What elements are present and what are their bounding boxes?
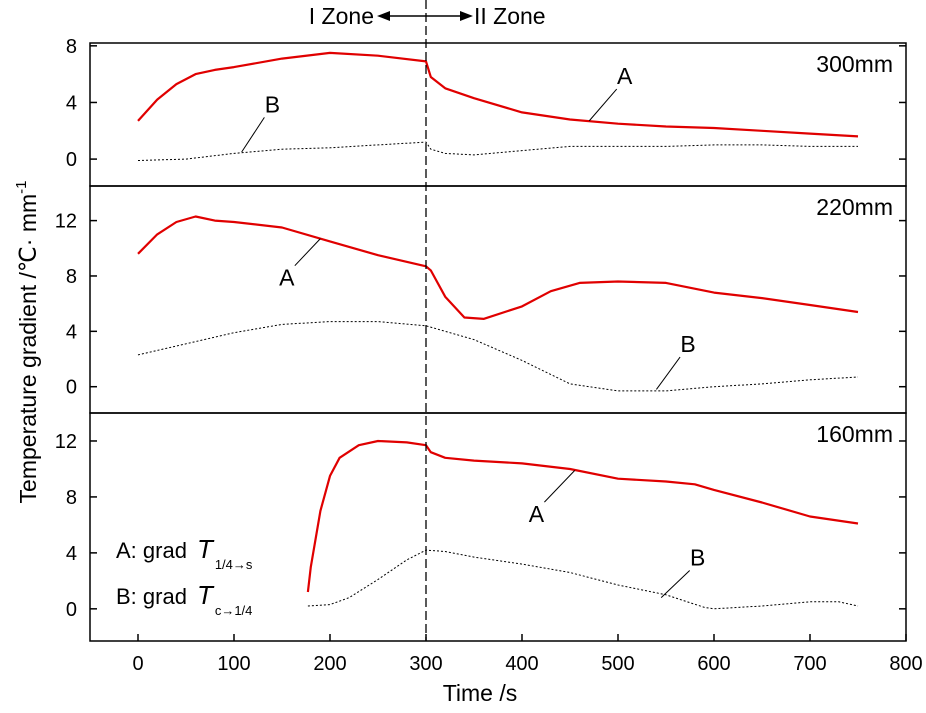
y-axis-label-superscript: -1 (13, 181, 30, 194)
series-line-A (137, 215, 859, 320)
x-tick-label: 500 (601, 653, 634, 675)
curve-label-B: B (690, 544, 705, 570)
panel-160mm: 0 4 8 12 A B 160mm (55, 412, 907, 642)
x-tick-label: 0 (132, 653, 143, 675)
y-tick-label: 0 (66, 149, 77, 171)
x-tick-label: 200 (313, 653, 346, 675)
series-line-A (306, 439, 859, 593)
x-tick-label: 100 (217, 653, 250, 675)
zone-arrow-left-head (377, 11, 390, 21)
series-line-B (137, 321, 859, 392)
panel-300mm: 0 4 8 A B 300mm (66, 36, 907, 187)
panel-label: 220mm (816, 194, 893, 220)
y-tick-label: 0 (66, 377, 77, 399)
zone-arrow-right-head (460, 11, 473, 21)
curve-label-B: B (680, 331, 695, 357)
x-tick-label: 700 (793, 653, 826, 675)
panel-label: 300mm (816, 51, 893, 77)
panel-220mm: 0 4 8 12 A B 220mm (55, 185, 907, 414)
curve-label-B: B (265, 91, 280, 117)
legend-prefix: B: grad (116, 584, 187, 609)
curve-label-leader (588, 88, 618, 122)
curve-label-leader (655, 356, 681, 390)
series-line-B (137, 141, 858, 161)
x-tick-label: 600 (697, 653, 730, 675)
legend-symbol: T (197, 534, 215, 564)
curve-label-leader (241, 117, 265, 153)
legend-entry-A: A: grad T1/4→s (116, 534, 253, 572)
y-tick-label: 4 (66, 92, 77, 114)
y-tick-label: 12 (55, 431, 77, 453)
curve-label-A: A (529, 501, 545, 527)
y-tick-label: 4 (66, 321, 77, 343)
x-axis-label: Time /s (443, 680, 518, 706)
y-tick-label: 8 (66, 487, 77, 509)
panel-frame (89, 42, 907, 187)
y-axis-label-main: Temperature gradient /℃· mm (15, 194, 41, 504)
curve-label-leader (660, 570, 691, 598)
chart-panels: 0 4 8 A B 300mm 0 4 8 12 A B 220mm 0 4 8 12 A B 160mm (55, 36, 907, 642)
curve-label-A: A (279, 265, 295, 291)
legend-subscript: c→1/4 (215, 603, 253, 618)
panel-frame (89, 412, 907, 642)
x-tick-label: 800 (889, 653, 922, 675)
curve-label-leader (544, 470, 576, 503)
zone-label-right: II Zone (474, 3, 546, 29)
zone-label-left: I Zone (309, 3, 374, 29)
series-line-A (137, 51, 859, 138)
curve-label-leader (294, 238, 321, 267)
curve-label-A: A (617, 63, 633, 89)
y-tick-label: 8 (66, 36, 77, 58)
y-tick-label: 0 (66, 599, 77, 621)
legend-prefix: A: grad (116, 538, 187, 563)
legend-symbol: T (197, 580, 215, 610)
y-axis-label: Temperature gradient /℃· mm-1 (13, 181, 41, 504)
y-tick-label: 8 (66, 266, 77, 288)
legend-entry-B: B: grad Tc→1/4 (116, 580, 252, 618)
series-line-B (307, 549, 859, 610)
x-tick-label: 300 (409, 653, 442, 675)
panel-label: 160mm (816, 421, 893, 447)
y-tick-label: 4 (66, 543, 77, 565)
y-tick-label: 12 (55, 211, 77, 233)
legend-subscript: 1/4→s (215, 557, 253, 572)
x-tick-label: 400 (505, 653, 538, 675)
